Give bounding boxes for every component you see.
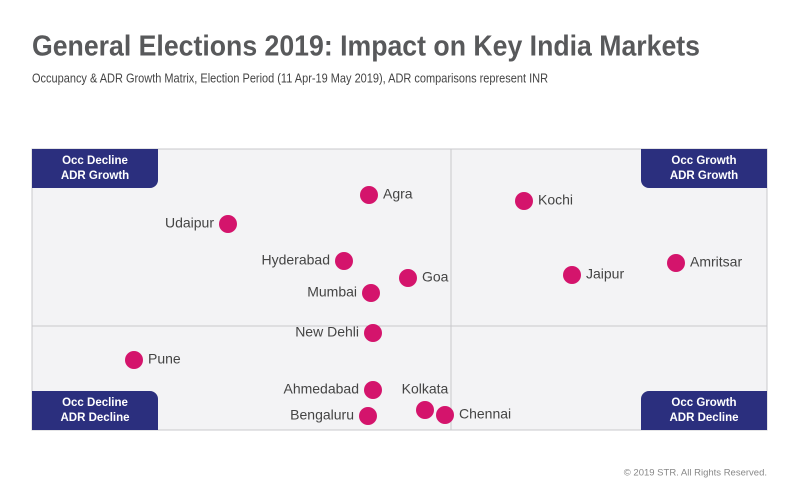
point-label: Mumbai	[307, 284, 357, 300]
point	[219, 215, 237, 233]
quadrant-label: ADR Growth	[670, 170, 738, 182]
quadrant-label: Occ Growth	[671, 397, 736, 409]
point	[359, 407, 377, 425]
quadrant-label: ADR Decline	[60, 412, 129, 424]
quadrant-box	[32, 149, 158, 188]
point-label: Kochi	[538, 192, 573, 208]
plot-area	[31, 148, 768, 431]
point-label: Bengaluru	[290, 407, 354, 423]
point	[335, 252, 353, 270]
point	[399, 269, 417, 287]
quadrant-label: ADR Growth	[61, 170, 129, 182]
point	[563, 266, 581, 284]
point	[364, 324, 382, 342]
point	[364, 381, 382, 399]
point	[125, 351, 143, 369]
quadrant-box	[641, 149, 767, 188]
point	[416, 401, 434, 419]
quadrant-label: Occ Decline	[62, 155, 128, 167]
point-label: Agra	[383, 186, 413, 202]
point	[436, 406, 454, 424]
point	[360, 186, 378, 204]
point-label: Chennai	[459, 406, 511, 422]
point-label: Kolkata	[402, 381, 449, 397]
quadrant-label: Occ Decline	[62, 397, 128, 409]
footer: © 2019 STR. All Rights Reserved.	[624, 468, 767, 479]
points: Agra Udaipur Kochi Hyderabad Goa Jaipur Amrits…	[125, 186, 742, 425]
chart-subtitle: Occupancy & ADR Growth Matrix, Election …	[32, 71, 548, 85]
point-label: Amritsar	[690, 254, 742, 270]
point	[667, 254, 685, 272]
point-label: New Dehli	[295, 324, 359, 340]
point-label: Pune	[148, 351, 181, 367]
quadrant-box	[32, 391, 158, 430]
point-label: Jaipur	[586, 266, 624, 282]
quadrant-label: Occ Growth	[671, 155, 736, 167]
quadrant-boxes: Occ Decline ADR Growth Occ Growth ADR Growt…	[32, 149, 767, 430]
point-label: Udaipur	[165, 215, 214, 231]
point-label: Hyderabad	[262, 252, 331, 268]
point	[362, 284, 380, 302]
point-label: Ahmedabad	[283, 381, 359, 397]
quadrant-label: ADR Decline	[669, 412, 738, 424]
chart-title: General Elections 2019: Impact on Key In…	[32, 31, 700, 63]
quadrant-box	[641, 391, 767, 430]
point	[515, 192, 533, 210]
point-label: Goa	[422, 269, 449, 285]
